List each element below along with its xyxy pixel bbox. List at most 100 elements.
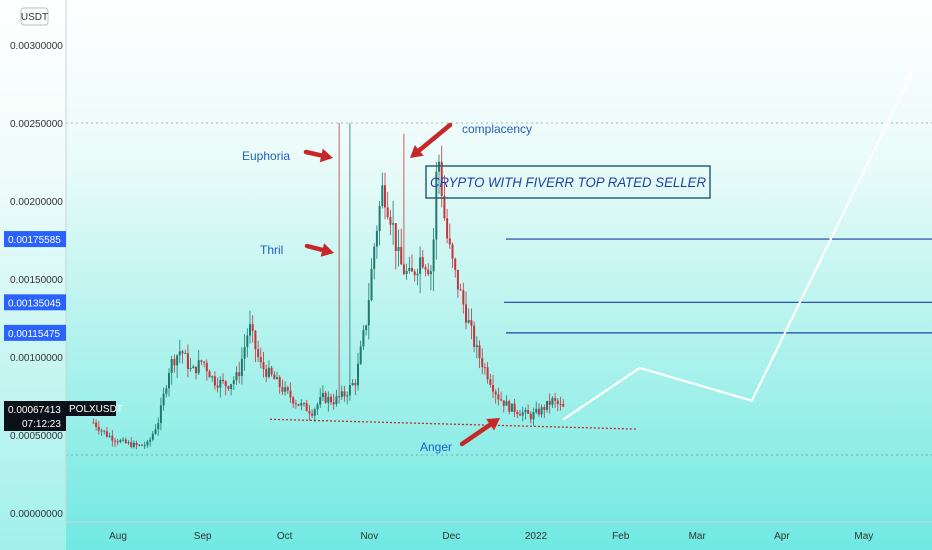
candle-body <box>186 353 189 369</box>
candle-body <box>502 400 505 406</box>
candle-body <box>257 349 260 358</box>
candle-body <box>267 367 270 377</box>
candle-body <box>327 396 330 403</box>
candle-body <box>348 385 351 396</box>
candle-body <box>230 384 233 389</box>
candle-body <box>273 374 276 380</box>
candle-body <box>224 381 227 387</box>
last-price-value: 0.00067413 <box>8 405 61 416</box>
candle-body <box>481 358 484 368</box>
countdown-timer: 07:12:23 <box>22 419 61 430</box>
candle-body <box>259 357 262 363</box>
y-axis-panel[interactable] <box>0 0 66 550</box>
price-level-value: 0.00135045 <box>8 298 61 309</box>
candle-body <box>367 300 370 326</box>
candle-body <box>483 367 486 369</box>
candle-body <box>127 442 130 444</box>
x-tick-label: Dec <box>442 531 460 542</box>
x-tick-label: Nov <box>360 531 378 542</box>
y-tick-label: 0.00100000 <box>10 353 63 364</box>
candle-body <box>300 403 303 406</box>
candle-body <box>470 320 473 326</box>
candle-body <box>276 377 279 380</box>
annotation-thril: Thril <box>260 243 283 257</box>
candle-body <box>184 353 187 355</box>
candle-body <box>537 408 540 415</box>
annotation-arrow <box>304 243 325 253</box>
currency-badge[interactable] <box>20 7 49 26</box>
candle-body <box>529 413 532 420</box>
candle-body <box>251 324 254 331</box>
candle-body <box>97 427 100 431</box>
candle-body <box>103 430 106 432</box>
candle-body <box>208 371 211 378</box>
candle-body <box>510 403 513 412</box>
x-tick-label: Sep <box>194 531 212 542</box>
candle-body <box>305 403 308 412</box>
candle-body <box>519 414 522 416</box>
currency-label: USDT <box>21 12 48 23</box>
annotation-arrow <box>303 149 324 158</box>
candle-body <box>478 345 481 359</box>
projection-arrowhead <box>902 70 913 85</box>
candle-body <box>513 403 516 413</box>
price-levels <box>504 238 932 334</box>
candle-body <box>551 398 554 405</box>
candle-body <box>500 399 503 401</box>
candle-body <box>475 345 478 347</box>
candle-body <box>424 267 427 270</box>
annotation-arrowhead <box>320 243 334 257</box>
annotation-arrowhead <box>486 418 500 431</box>
candle-body <box>448 238 451 245</box>
y-ticks: 0.00300000 0.00250000 0.00200000 0.00150000… <box>10 41 63 520</box>
candle-body <box>162 393 165 406</box>
candle-body <box>405 270 408 275</box>
candle-body <box>535 408 538 413</box>
candle-body <box>213 376 216 386</box>
candle-body <box>497 394 500 400</box>
candle-body <box>135 442 138 446</box>
candle-body <box>562 404 565 407</box>
candle-body <box>297 404 300 406</box>
candle-body <box>143 445 146 447</box>
candle-body <box>527 410 530 414</box>
candle-body <box>427 269 430 275</box>
candle-body <box>130 442 133 448</box>
annotation-anger: Anger <box>420 440 452 454</box>
candle-body <box>365 325 368 331</box>
candle-body <box>397 246 400 252</box>
candle-body <box>443 196 446 219</box>
candle-body <box>292 397 295 404</box>
candle-body <box>354 383 357 386</box>
candle-body <box>446 218 449 239</box>
candle-body <box>556 400 559 404</box>
candle-body <box>195 366 198 374</box>
candle-body <box>508 401 511 412</box>
candle-body <box>100 430 103 432</box>
candle-body <box>451 244 454 259</box>
annotation-arrow <box>417 122 453 153</box>
annotation-arrow <box>459 422 493 447</box>
candle-body <box>119 440 122 443</box>
candle-body <box>386 207 389 218</box>
annotation-arrowhead <box>410 144 424 158</box>
price-level-tag <box>4 231 66 248</box>
candle-body <box>324 392 327 403</box>
annotation-euphoria: Euphoria <box>242 149 290 163</box>
candle-body <box>357 363 360 386</box>
candle-body <box>92 422 95 424</box>
candle-body <box>286 387 289 391</box>
candle-body <box>249 324 252 336</box>
price-level-tag <box>4 324 66 341</box>
candle-body <box>149 439 152 442</box>
candle-body <box>254 330 257 350</box>
candle-body <box>316 404 319 410</box>
candle-body <box>486 367 489 380</box>
candle-body <box>192 366 195 369</box>
candle-body <box>332 402 335 405</box>
candle-body <box>540 407 543 415</box>
price-level-value: 0.00175585 <box>8 235 61 246</box>
candle-body <box>243 347 246 359</box>
